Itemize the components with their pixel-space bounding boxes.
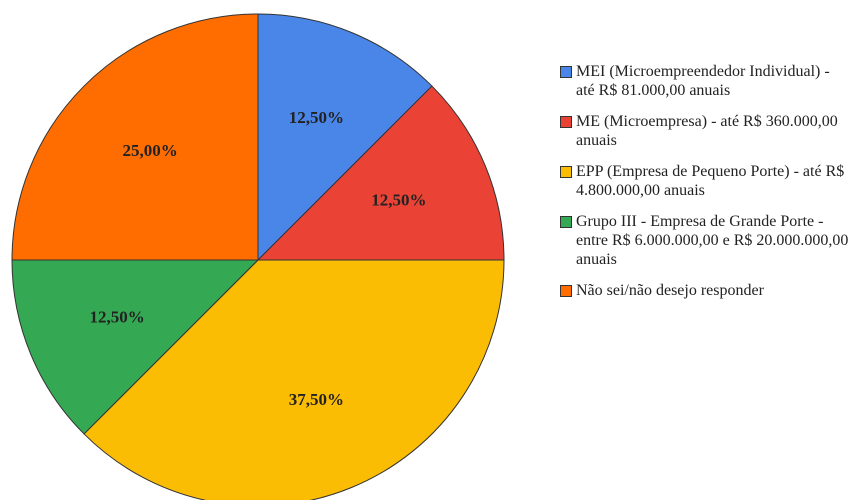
chart: 12,50% 12,50% 37,50% 12,50% 25,00% — [11, 13, 505, 500]
legend-label: Não sei/não desejo responder — [576, 282, 764, 299]
legend-label: ME (Microempresa) - até R$ 360.000,00 an… — [576, 113, 838, 149]
legend-label: Grupo III - Empresa de Grande Porte - en… — [576, 213, 849, 268]
legend-item: Grupo III - Empresa de Grande Porte - en… — [560, 212, 850, 269]
data-label: 12,50% — [289, 108, 344, 127]
legend-item: EPP (Empresa de Pequeno Porte) - até R$ … — [560, 162, 850, 200]
legend-swatch — [560, 66, 572, 78]
legend-item: ME (Microempresa) - até R$ 360.000,00 an… — [560, 112, 850, 150]
data-label: 12,50% — [89, 307, 144, 326]
legend-item: MEI (Microempreendedor Individual) - até… — [560, 62, 850, 100]
legend-label: MEI (Microempreendedor Individual) - até… — [576, 63, 830, 99]
legend-item: Não sei/não desejo responder — [560, 281, 850, 300]
data-label: 25,00% — [123, 141, 178, 160]
legend: MEI (Microempreendedor Individual) - até… — [560, 62, 850, 312]
legend-swatch — [560, 216, 572, 228]
pie-slice — [11, 13, 259, 261]
pie-slice — [256, 85, 505, 261]
legend-swatch — [560, 166, 572, 178]
pie-slice — [83, 259, 505, 500]
data-label: 12,50% — [371, 191, 426, 210]
legend-swatch — [560, 285, 572, 297]
pie-slice — [11, 259, 260, 435]
legend-label: EPP (Empresa de Pequeno Porte) - até R$ … — [576, 163, 845, 199]
pie-slice — [257, 13, 433, 262]
legend-swatch — [560, 116, 572, 128]
data-label: 37,50% — [289, 390, 344, 409]
